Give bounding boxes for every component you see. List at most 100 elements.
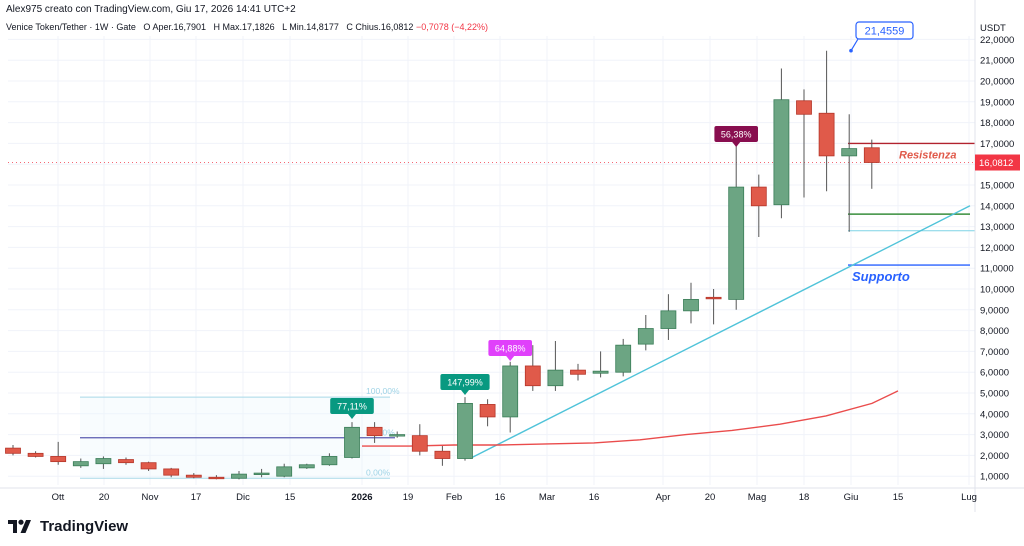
candle (208, 475, 225, 480)
level-lines (8, 142, 975, 460)
chart-author-line: Alex975 creato con TradingView.com, Giu … (6, 4, 296, 15)
x-tick-label: Giu (844, 492, 859, 503)
candle-body (50, 456, 67, 463)
x-tick-label: 16 (589, 492, 600, 503)
symbol-legend: Venice Token/Tether · 1W · Gate O Aper.1… (6, 22, 488, 32)
candle (863, 139, 880, 189)
candle-body (547, 369, 564, 387)
candle-body (321, 456, 338, 466)
candle-body (479, 404, 496, 418)
price-tag-box (975, 154, 1020, 171)
candle (750, 174, 767, 237)
candle-body (298, 464, 315, 469)
currency-label: USDT (980, 23, 1006, 34)
time-axis: Ott 20 Nov 17 Dic 15 2026 19 Feb 16 Mar 16 Apr 20 Mag 1… (0, 487, 1024, 503)
candle (321, 453, 338, 466)
candle-body (750, 186, 767, 207)
candle-body (863, 147, 880, 163)
candle-body (140, 462, 157, 470)
candle-body (434, 450, 451, 459)
overlays: 77,11% 147,99% 64,88% 56,38% 21,4559 Resisten… (330, 21, 956, 419)
candle-body (796, 100, 812, 115)
y-tick-label: 5,0000 (980, 389, 1009, 400)
candle (253, 468, 270, 478)
fib-bottom-label: 0,00% (366, 467, 391, 477)
candle (163, 467, 180, 478)
candle (570, 363, 586, 381)
x-tick-label: 20 (705, 492, 716, 503)
candle-body (457, 402, 473, 459)
chart-grid (8, 36, 975, 485)
pct-badge-1: 77,11% (330, 398, 374, 419)
x-tick-label: 20 (99, 492, 110, 503)
y-tick-label: 14,0000 (980, 201, 1014, 212)
pct-badge-1-box (330, 398, 374, 414)
candle-body (660, 310, 677, 329)
tradingview-brand: TradingView (40, 517, 129, 535)
tradingview-logo[interactable]: TradingView (8, 515, 128, 537)
candle (95, 456, 112, 469)
pct-badge-3-box (488, 340, 532, 356)
x-tick-label: 16 (495, 492, 506, 503)
high-value: Max.17,1826 (222, 22, 275, 32)
open-label: O (143, 22, 151, 32)
low-value: Min.14,8177 (289, 22, 339, 32)
candle (457, 397, 473, 461)
candle-body (185, 474, 202, 478)
y-tick-label: 6,0000 (980, 368, 1009, 379)
x-tick-label: 19 (403, 492, 414, 503)
y-tick-label: 4,0000 (980, 409, 1009, 420)
candle (773, 68, 790, 219)
y-tick-label: 20,0000 (980, 77, 1014, 88)
pct-badge-1-text: 77,11% (337, 402, 367, 412)
candle-body (208, 476, 225, 480)
pct-badge-4: 56,38% (714, 126, 758, 147)
candle (185, 473, 202, 479)
candle-body (818, 112, 835, 157)
candle (660, 294, 677, 340)
candle-body (637, 328, 654, 345)
candle (50, 441, 67, 465)
candle-body (389, 434, 406, 437)
candle (140, 461, 157, 471)
x-tick-label: Feb (446, 492, 462, 503)
y-tick-label: 17,0000 (980, 139, 1014, 150)
y-tick-label: 8,0000 (980, 326, 1009, 337)
candle-body (705, 296, 722, 300)
y-tick-label: 10,0000 (980, 285, 1014, 296)
candle-body (502, 365, 519, 418)
candle-body (5, 447, 21, 454)
candle-body (524, 365, 541, 387)
candle (276, 463, 293, 478)
pct-badge-3-pointer (506, 356, 515, 361)
y-tick-label: 1,0000 (980, 472, 1009, 483)
candle (5, 445, 21, 456)
pct-badge-2-text: 147,99% (447, 378, 483, 388)
y-tick-label: 3,0000 (980, 430, 1009, 441)
symbol-name[interactable]: Venice Token/Tether · 1W · Gate (6, 22, 136, 32)
candle (705, 289, 722, 325)
high-callout-box (855, 21, 914, 40)
tradingview-logo-icon (8, 519, 31, 533)
candle-body (253, 472, 270, 475)
candle (411, 424, 428, 456)
candle-body (411, 435, 428, 452)
candle (479, 399, 496, 427)
candle-body (344, 426, 360, 458)
high-callout-dot (849, 48, 853, 53)
candle (344, 422, 360, 459)
candle (231, 471, 247, 480)
close-value: Chius.16,0812 (355, 22, 414, 32)
candle-body (276, 466, 293, 477)
fib-top-label: 100,00% (366, 386, 400, 396)
candle (366, 422, 383, 443)
y-tick-label: 21,0000 (980, 56, 1014, 67)
y-tick-label: 19,0000 (980, 97, 1014, 108)
candle (841, 114, 858, 232)
change-value: −0,7078 (−4,22%) (415, 22, 488, 32)
x-tick-label: Apr (656, 492, 671, 503)
high-callout: 21,4559 (849, 21, 914, 53)
high-callout-text: 21,4559 (865, 26, 905, 38)
resistance-label: Resistenza (899, 149, 956, 161)
